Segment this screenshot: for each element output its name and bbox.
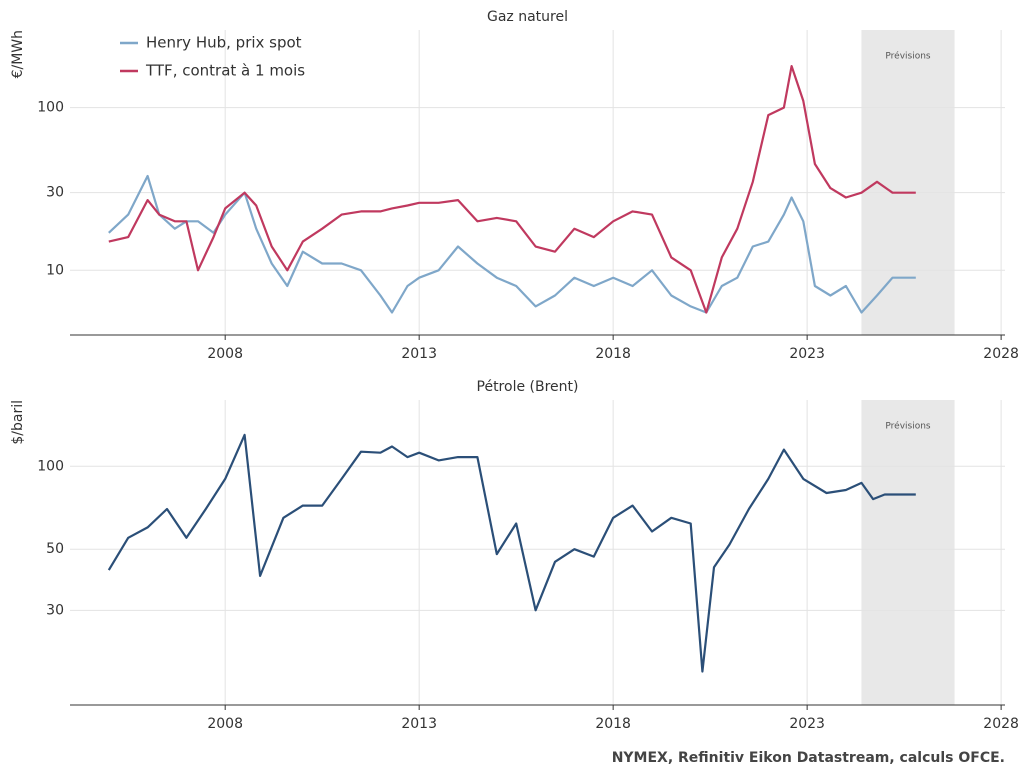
forecast-region (861, 400, 955, 705)
x-tick-label: 2013 (401, 716, 437, 732)
source: NYMEX, Refinitiv Eikon Datastream, calcu… (612, 750, 1005, 766)
forecast-label: Prévisions (885, 51, 931, 62)
x-tick-label: 2008 (207, 346, 243, 362)
series-line (107, 433, 916, 673)
chart-title: Pétrole (Brent) (477, 379, 579, 395)
y-tick-label: 100 (37, 100, 64, 116)
x-tick-label: 2008 (207, 716, 243, 732)
y-axis-label: €/MWh (10, 30, 26, 78)
x-tick-label: 2018 (595, 716, 631, 732)
legend-label: Henry Hub, prix spot (146, 34, 302, 52)
series-line (108, 65, 916, 314)
x-tick-label: 2028 (983, 716, 1019, 732)
legend-label: TTF, contrat à 1 mois (145, 62, 305, 80)
x-tick-label: 2023 (789, 716, 825, 732)
chart-title: Gaz naturel (487, 9, 568, 25)
y-tick-label: 50 (46, 541, 64, 557)
x-tick-label: 2013 (401, 346, 437, 362)
x-tick-label: 2018 (595, 346, 631, 362)
forecast-label: Prévisions (885, 421, 931, 432)
y-tick-label: 30 (46, 185, 64, 201)
x-tick-label: 2028 (983, 346, 1019, 362)
x-tick-label: 2023 (789, 346, 825, 362)
y-tick-label: 100 (37, 458, 64, 474)
y-tick-label: 10 (46, 262, 64, 278)
y-tick-label: 30 (46, 602, 64, 618)
series-line (108, 174, 916, 314)
y-axis-label: $/baril (10, 400, 26, 445)
